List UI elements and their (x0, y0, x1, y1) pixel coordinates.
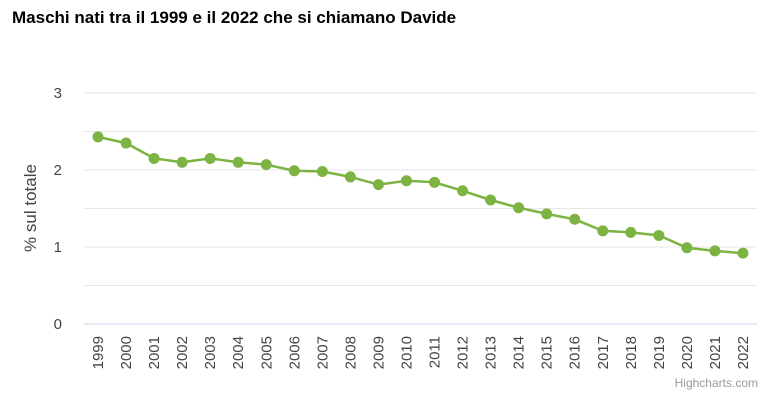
data-point-2018[interactable] (625, 226, 637, 238)
y-axis-ticks: 0 1 2 3 (54, 85, 62, 333)
series-line (97, 135, 744, 255)
y-tick-label: 0 (54, 316, 62, 333)
x-tick-label: 2020 (679, 336, 696, 369)
data-point-2007[interactable] (316, 166, 328, 178)
x-tick-label: 2022 (735, 336, 752, 369)
grid-lines (84, 92, 757, 325)
x-tick-label: 2008 (342, 336, 359, 369)
x-tick-label: 1999 (90, 336, 107, 369)
data-point-2019[interactable] (653, 229, 665, 241)
data-point-2006[interactable] (288, 165, 300, 177)
chart-title: Maschi nati tra il 1999 e il 2022 che si… (12, 8, 457, 27)
x-tick-label: 2011 (427, 336, 444, 368)
data-point-2022[interactable] (737, 247, 749, 259)
x-tick-label: 2015 (539, 336, 556, 369)
data-point-2003[interactable] (204, 152, 216, 164)
data-point-2008[interactable] (344, 171, 356, 183)
y-tick-label: 2 (54, 162, 62, 179)
data-point-2011[interactable] (429, 176, 441, 188)
x-tick-label: 2002 (174, 336, 191, 369)
x-tick-label: 2012 (455, 336, 472, 369)
x-tick-label: 2006 (286, 336, 303, 369)
data-point-2017[interactable] (597, 225, 609, 237)
y-axis-title: % sul totale (21, 164, 40, 252)
x-tick-label: 2009 (370, 336, 387, 369)
data-point-2001[interactable] (148, 152, 160, 164)
x-tick-label: 2001 (146, 336, 163, 369)
data-point-2014[interactable] (513, 202, 525, 214)
x-tick-label: 2010 (398, 336, 415, 369)
series-layer (92, 131, 749, 259)
x-tick-label: 2018 (623, 336, 640, 369)
x-tick-label: 2021 (707, 336, 724, 369)
data-point-2010[interactable] (400, 175, 412, 187)
x-tick-label: 2013 (483, 336, 500, 369)
x-tick-label: 2017 (595, 336, 612, 369)
data-point-2015[interactable] (541, 208, 553, 220)
x-tick-label: 2004 (230, 336, 247, 369)
data-point-2013[interactable] (485, 194, 497, 206)
x-axis-ticks: 1999 2000 2001 2002 2003 2004 2005 2006 2007 2008… (90, 336, 752, 369)
data-point-2021[interactable] (709, 245, 721, 257)
y-tick-label: 1 (54, 239, 62, 256)
x-tick-label: 2016 (567, 336, 584, 369)
x-tick-label: 2019 (651, 336, 668, 369)
data-point-2009[interactable] (372, 179, 384, 191)
x-tick-label: 2005 (258, 336, 275, 369)
y-tick-label: 3 (54, 85, 62, 102)
x-tick-label: 2000 (118, 336, 135, 369)
data-point-2016[interactable] (569, 213, 581, 225)
data-point-2002[interactable] (176, 156, 188, 168)
x-tick-label: 2003 (202, 336, 219, 369)
data-point-2004[interactable] (232, 156, 244, 168)
data-point-2005[interactable] (260, 159, 272, 171)
data-point-1999[interactable] (92, 131, 104, 143)
data-point-2012[interactable] (457, 185, 469, 197)
data-point-2020[interactable] (681, 242, 693, 254)
credits-link[interactable]: Highcharts.com (675, 376, 758, 390)
x-tick-label: 2007 (314, 336, 331, 369)
data-point-2000[interactable] (120, 137, 132, 149)
x-tick-label: 2014 (511, 336, 528, 369)
